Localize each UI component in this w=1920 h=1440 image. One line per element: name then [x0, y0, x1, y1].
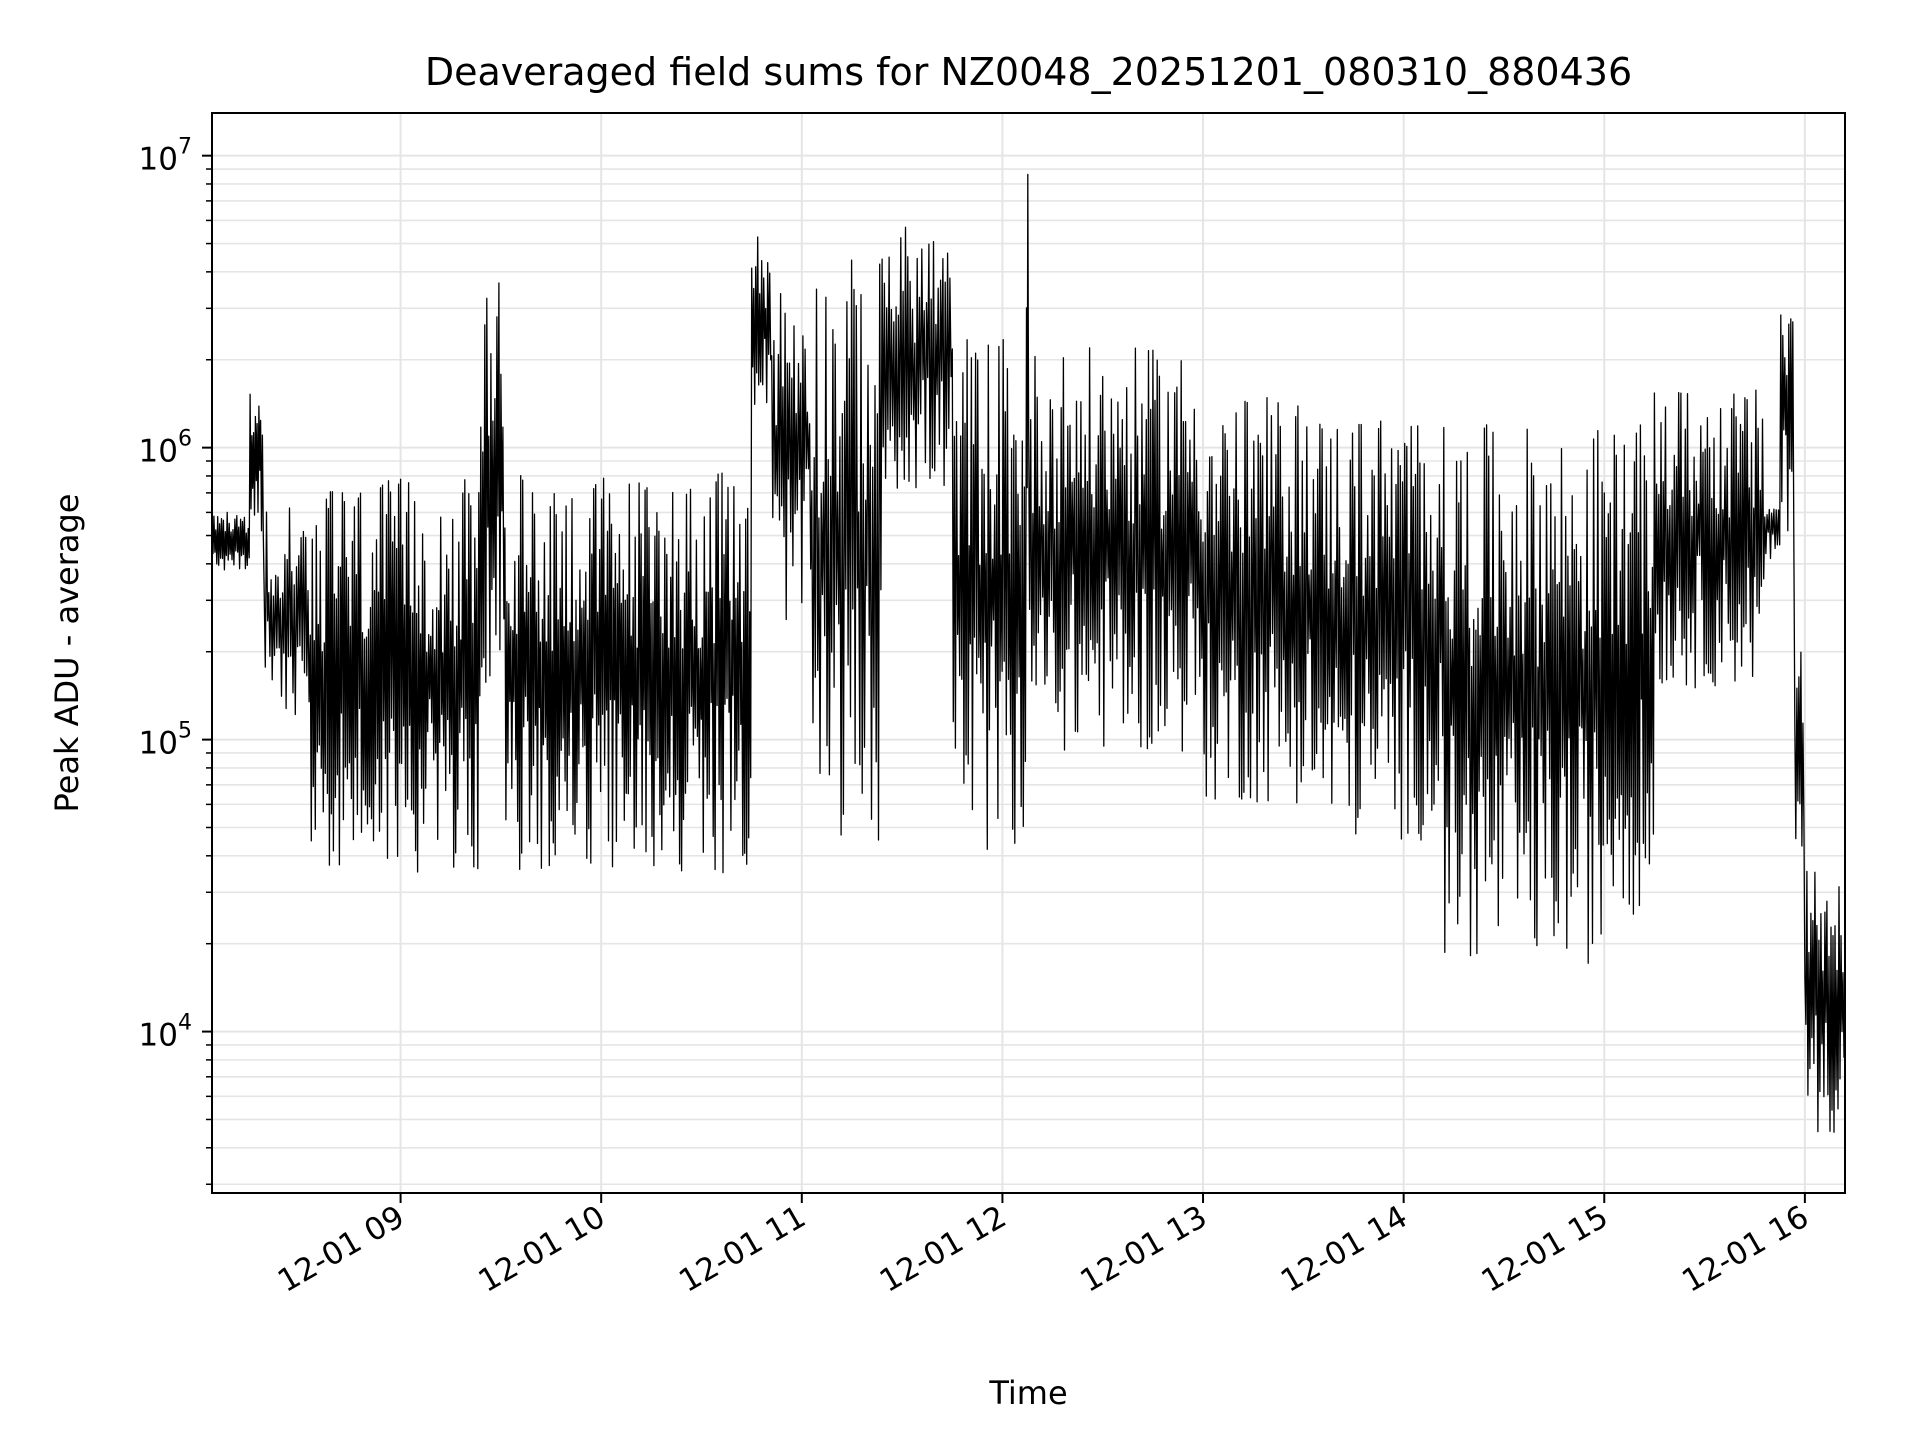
- series-layer: [211, 173, 1846, 1133]
- y-axis-label: Peak ADU - average: [48, 494, 86, 813]
- y-tick-exponent: 5: [178, 719, 192, 744]
- x-axis-label: Time: [988, 1374, 1067, 1412]
- y-tick-base: 10: [139, 726, 178, 762]
- plot-frame: [211, 112, 1846, 1194]
- y-tick-exponent: 7: [178, 135, 192, 160]
- y-tick-exponent: 4: [178, 1011, 192, 1036]
- chart-title: Deaveraged field sums for NZ0048_2025120…: [425, 50, 1632, 94]
- y-tick-label: 106: [139, 427, 192, 470]
- y-tick-exponent: 6: [178, 427, 192, 452]
- y-tick-base: 10: [139, 142, 178, 178]
- y-tick-base: 10: [139, 1018, 178, 1054]
- y-tick-label: 107: [139, 135, 192, 178]
- y-tick-label: 104: [139, 1011, 192, 1054]
- y-tick-base: 10: [139, 434, 178, 470]
- y-tick-label: 105: [139, 719, 192, 762]
- series-line: [211, 173, 1846, 1133]
